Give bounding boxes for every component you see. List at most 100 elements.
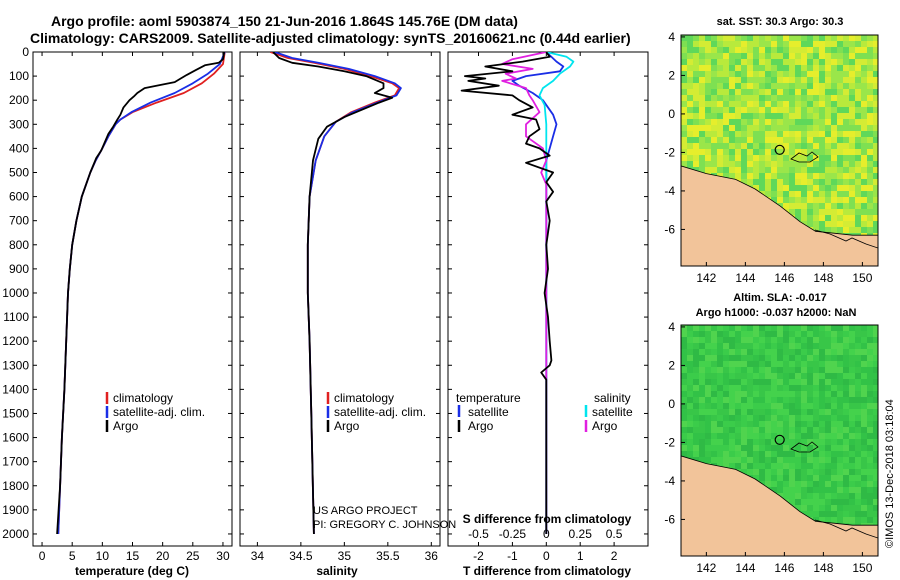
heatmap-cell	[723, 397, 729, 403]
heatmap-cell	[813, 59, 819, 65]
heatmap-cell	[705, 107, 711, 113]
heatmap-cell	[831, 191, 837, 197]
heatmap-cell	[801, 409, 807, 415]
heatmap-cell	[855, 391, 861, 397]
heatmap-cell	[813, 421, 819, 427]
map-x-tick-label: 144	[735, 561, 755, 575]
heatmap-cell	[723, 77, 729, 83]
map-x-tick-label: 150	[852, 561, 872, 575]
x-tick-label: 15	[126, 549, 140, 563]
map-x-tick-label: 142	[696, 561, 716, 575]
heatmap-cell	[813, 505, 819, 511]
heatmap-cell	[831, 517, 837, 523]
heatmap-cell	[843, 215, 849, 221]
heatmap-cell	[759, 439, 765, 445]
depth-tick-label: 1100	[3, 310, 29, 324]
heatmap-cell	[849, 367, 855, 373]
heatmap-cell	[807, 493, 813, 499]
heatmap-cell	[723, 343, 729, 349]
heatmap-cell	[741, 107, 747, 113]
heatmap-cell	[777, 185, 783, 191]
heatmap-cell	[807, 161, 813, 167]
heatmap-cell	[819, 355, 825, 361]
heatmap-cell	[813, 71, 819, 77]
heatmap-cell	[699, 415, 705, 421]
heatmap-cell	[801, 71, 807, 77]
heatmap-cell	[843, 409, 849, 415]
heatmap-cell	[831, 137, 837, 143]
heatmap-cell	[825, 499, 831, 505]
heatmap-cell	[795, 373, 801, 379]
heatmap-cell	[801, 161, 807, 167]
heatmap-cell	[783, 475, 789, 481]
heatmap-cell	[723, 463, 729, 469]
heatmap-cell	[753, 445, 759, 451]
heatmap-cell	[825, 83, 831, 89]
heatmap-cell	[765, 373, 771, 379]
heatmap-cell	[861, 155, 867, 161]
heatmap-cell	[789, 185, 795, 191]
heatmap-cell	[873, 167, 878, 173]
heatmap-cell	[837, 71, 843, 77]
heatmap-cell	[753, 47, 759, 53]
heatmap-cell	[813, 379, 819, 385]
heatmap-cell	[705, 349, 711, 355]
map-y-tick-label: -6	[664, 222, 675, 236]
heatmap-cell	[807, 47, 813, 53]
heatmap-cell	[711, 379, 717, 385]
heatmap-cell	[747, 71, 753, 77]
heatmap-cell	[831, 409, 837, 415]
heatmap-cell	[693, 457, 699, 463]
heatmap-cell	[681, 71, 687, 77]
heatmap-cell	[825, 203, 831, 209]
heatmap-cell	[759, 409, 765, 415]
heatmap-cell	[843, 349, 849, 355]
heatmap-cell	[771, 343, 777, 349]
heatmap-cell	[789, 331, 795, 337]
credit-project: US ARGO PROJECT	[313, 505, 418, 517]
heatmap-cell	[843, 53, 849, 59]
heatmap-cell	[825, 379, 831, 385]
x-tick-label: 34.5	[289, 549, 313, 563]
heatmap-cell	[855, 191, 861, 197]
heatmap-cell	[681, 59, 687, 65]
heatmap-cell	[765, 331, 771, 337]
heatmap-cell	[777, 385, 783, 391]
heatmap-cell	[753, 433, 759, 439]
heatmap-cell	[837, 143, 843, 149]
heatmap-cell	[873, 337, 878, 343]
heatmap-cell	[759, 349, 765, 355]
depth-tick-label: 1800	[2, 479, 29, 493]
heatmap-cell	[783, 119, 789, 125]
heatmap-cell	[795, 209, 801, 215]
heatmap-cell	[861, 179, 867, 185]
heatmap-cell	[765, 409, 771, 415]
heatmap-cell	[753, 35, 759, 41]
heatmap-cell	[801, 179, 807, 185]
heatmap-cell	[843, 89, 849, 95]
heatmap-cell	[747, 89, 753, 95]
heatmap-cell	[723, 427, 729, 433]
heatmap-cell	[855, 113, 861, 119]
heatmap-cell	[873, 35, 878, 41]
legend-climatology: climatology	[113, 391, 173, 405]
heatmap-cell	[843, 463, 849, 469]
heatmap-cell	[753, 421, 759, 427]
heatmap-cell	[693, 155, 699, 161]
heatmap-cell	[693, 439, 699, 445]
heatmap-cell	[831, 65, 837, 71]
heatmap-cell	[825, 331, 831, 337]
heatmap-cell	[759, 361, 765, 367]
heatmap-cell	[759, 433, 765, 439]
heatmap-cell	[861, 83, 867, 89]
heatmap-cell	[753, 361, 759, 367]
heatmap-cell	[693, 451, 699, 457]
x-tick-label: 2	[611, 549, 618, 563]
heatmap-cell	[771, 337, 777, 343]
heatmap-cell	[831, 493, 837, 499]
heatmap-cell	[723, 107, 729, 113]
heatmap-cell	[717, 95, 723, 101]
heatmap-cell	[819, 179, 825, 185]
heatmap-cell	[699, 59, 705, 65]
heatmap-cell	[801, 331, 807, 337]
